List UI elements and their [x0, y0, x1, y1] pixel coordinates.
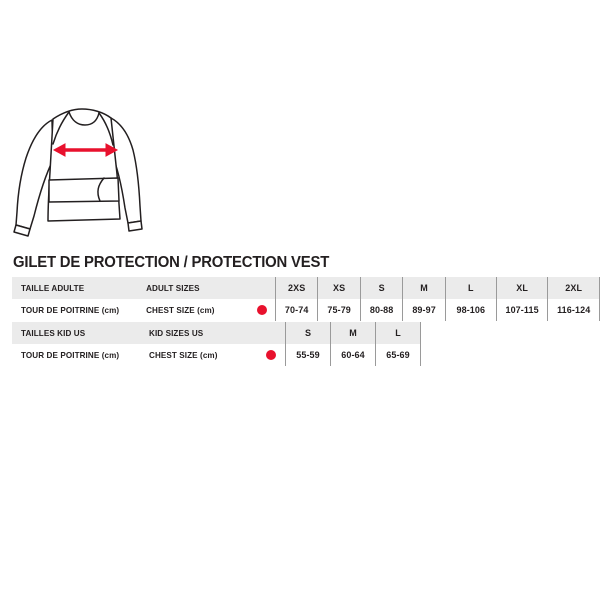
kid-chest-l: 65-69	[375, 344, 421, 366]
vest-belt-strap	[97, 177, 105, 202]
vest-right-cuff	[127, 220, 143, 232]
adult-chest-2xs: 70-74	[275, 299, 319, 321]
kid-header-size-s: S	[285, 322, 331, 344]
adult-header-label-fr: TAILLE ADULTE	[12, 277, 141, 299]
table-header-row: TAILLES KID US KID SIZES US S M L	[12, 322, 421, 344]
chest-measurement-arrow	[52, 143, 119, 157]
vest-left-sleeve	[15, 119, 54, 230]
adult-header-marker-cell	[249, 277, 276, 299]
vest-raglan-seam-left	[52, 111, 70, 145]
table-header-row: TAILLE ADULTE ADULT SIZES 2XS XS S M L X…	[12, 277, 600, 299]
adult-header-size-l: L	[445, 277, 497, 299]
table-row: TOUR DE POITRINE (cm) CHEST SIZE (cm) 70…	[12, 299, 600, 321]
kid-chest-s: 55-59	[285, 344, 331, 366]
adult-header-size-xl: XL	[496, 277, 549, 299]
page-title: GILET DE PROTECTION / PROTECTION VEST	[13, 254, 330, 271]
kid-header-size-l: L	[375, 322, 421, 344]
vest-raglan-seam-right	[98, 112, 114, 146]
kid-header-label-fr: TAILLES KID US	[12, 322, 143, 344]
adult-header-label-en: ADULT SIZES	[140, 277, 250, 299]
adult-header-size-2xl: 2XL	[547, 277, 600, 299]
vest-right-sleeve	[110, 117, 142, 224]
adult-chest-m: 89-97	[402, 299, 446, 321]
adult-chest-xl: 107-115	[496, 299, 549, 321]
red-dot-icon	[257, 305, 268, 315]
vest-waist-belt	[48, 177, 120, 203]
adult-header-size-s: S	[360, 277, 404, 299]
vest-left-cuff	[13, 224, 31, 237]
kid-header-size-m: M	[330, 322, 376, 344]
kid-size-table: TAILLES KID US KID SIZES US S M L TOUR D…	[12, 322, 421, 366]
kid-row-label-en: CHEST SIZE (cm)	[143, 344, 257, 366]
adult-chest-2xl: 116-124	[547, 299, 600, 321]
adult-header-size-2xs: 2XS	[275, 277, 319, 299]
kid-header-marker-cell	[257, 322, 286, 344]
kid-chest-m: 60-64	[330, 344, 376, 366]
adult-header-size-xs: XS	[317, 277, 361, 299]
adult-row-marker-cell	[249, 299, 276, 321]
adult-chest-l: 98-106	[445, 299, 497, 321]
kid-row-marker-cell	[257, 344, 286, 366]
vest-collar	[68, 111, 100, 126]
vest-body	[47, 108, 121, 222]
adult-chest-s: 80-88	[360, 299, 404, 321]
adult-row-label-fr: TOUR DE POITRINE (cm)	[12, 299, 141, 321]
adult-header-size-m: M	[402, 277, 446, 299]
protection-vest-illustration	[12, 88, 162, 243]
table-row: TOUR DE POITRINE (cm) CHEST SIZE (cm) 55…	[12, 344, 421, 366]
red-dot-icon	[266, 350, 276, 360]
adult-chest-xs: 75-79	[317, 299, 361, 321]
kid-header-label-en: KID SIZES US	[143, 322, 257, 344]
adult-row-label-en: CHEST SIZE (cm)	[140, 299, 250, 321]
adult-size-table: TAILLE ADULTE ADULT SIZES 2XS XS S M L X…	[12, 277, 600, 321]
kid-row-label-fr: TOUR DE POITRINE (cm)	[12, 344, 143, 366]
